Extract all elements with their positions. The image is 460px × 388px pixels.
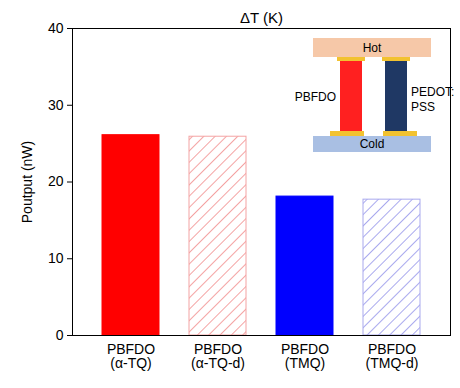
svg-text:20: 20 [48,173,64,189]
svg-text:Hot: Hot [363,41,382,55]
svg-text:PSS: PSS [411,100,435,114]
svg-text:0: 0 [56,327,64,343]
svg-text:PBFDO(α-TQ-d): PBFDO(α-TQ-d) [191,341,245,371]
svg-text:PBFDO(α-TQ): PBFDO(α-TQ) [107,341,155,371]
svg-text:ΔT (K): ΔT (K) [240,9,283,26]
svg-text:Poutput (nW): Poutput (nW) [19,141,35,223]
svg-text:PBFDO: PBFDO [295,90,336,104]
svg-text:30: 30 [48,97,64,113]
svg-text:10: 10 [48,250,64,266]
svg-text:40: 40 [48,20,64,36]
svg-text:PEDOT:: PEDOT: [411,85,454,99]
svg-text:Cold: Cold [360,137,385,151]
svg-text:PBFDO(TMQ-d): PBFDO(TMQ-d) [366,341,419,371]
svg-text:PBFDO(TMQ): PBFDO(TMQ) [281,341,329,371]
